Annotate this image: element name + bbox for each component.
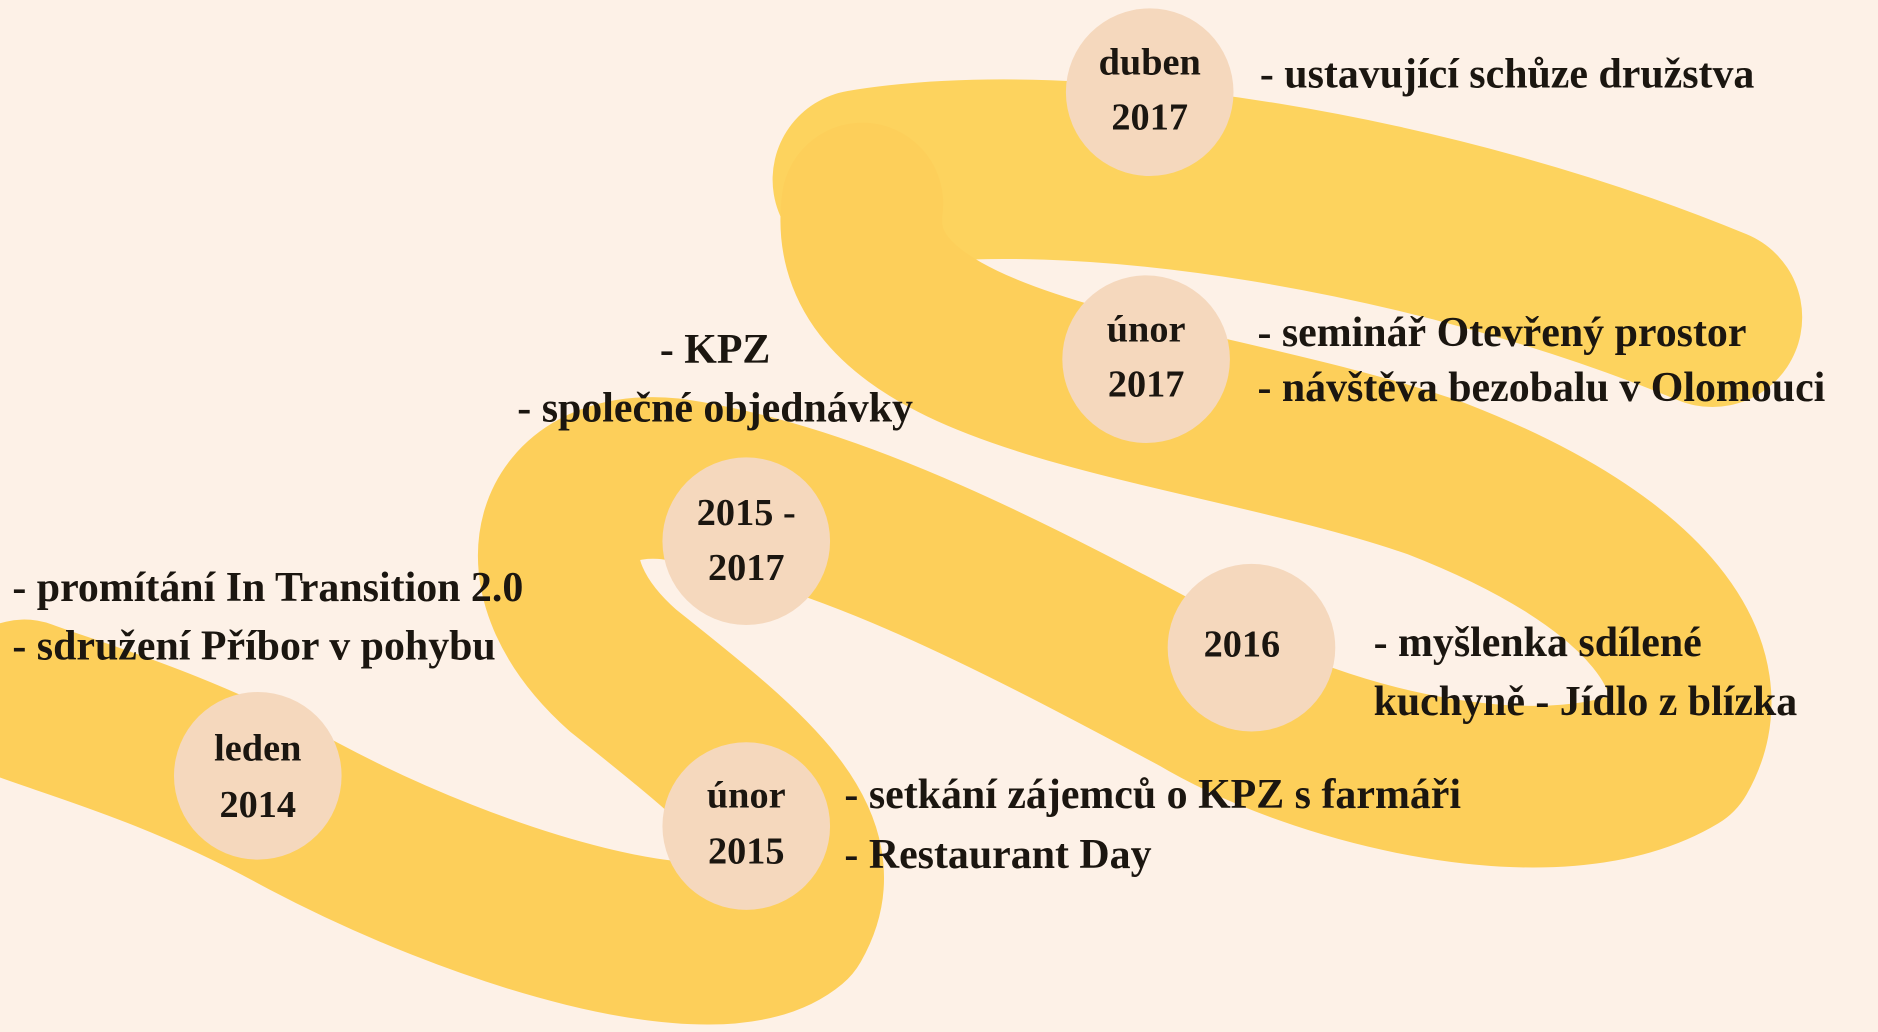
event-item: - KPZ [660,327,771,373]
date-label: leden [214,728,301,770]
date-circle [1062,275,1230,443]
date-circle [1066,8,1234,176]
event-item: - promítání In Transition 2.0 [12,565,523,611]
event-item: kuchyně - Jídlo z blízka [1374,679,1798,725]
date-label: 2016 [1204,623,1281,665]
date-circle [174,692,342,860]
date-label: duben [1099,42,1201,84]
event-item: - sdružení Příbor v pohybu [12,624,495,670]
date-label: 2017 [1108,364,1185,406]
date-circle [662,742,830,910]
event-item: - myšlenka sdílené [1374,620,1702,666]
event-item: - ustavující schůze družstva [1260,51,1755,97]
event-item: - společné objednávky [517,385,913,431]
date-circle [662,457,830,625]
date-label: 2017 [708,547,785,589]
event-item: - návštěva bezobalu v Olomouci [1257,365,1825,411]
date-label: 2015 [708,831,785,873]
timeline: leden 2014 - promítání In Transition 2.0… [0,0,1878,1032]
page: leden 2014 - promítání In Transition 2.0… [0,0,1878,1032]
event-item: - seminář Otevřený prostor [1257,310,1746,356]
date-label: 2014 [219,784,296,826]
date-label: únor [1107,309,1186,351]
event-item: - Restaurant Day [844,832,1151,878]
date-label: 2015 - [697,492,796,534]
date-label: únor [707,774,786,816]
date-label: 2017 [1111,97,1188,139]
event-item: - setkání zájemců o KPZ s farmáři [844,772,1461,818]
